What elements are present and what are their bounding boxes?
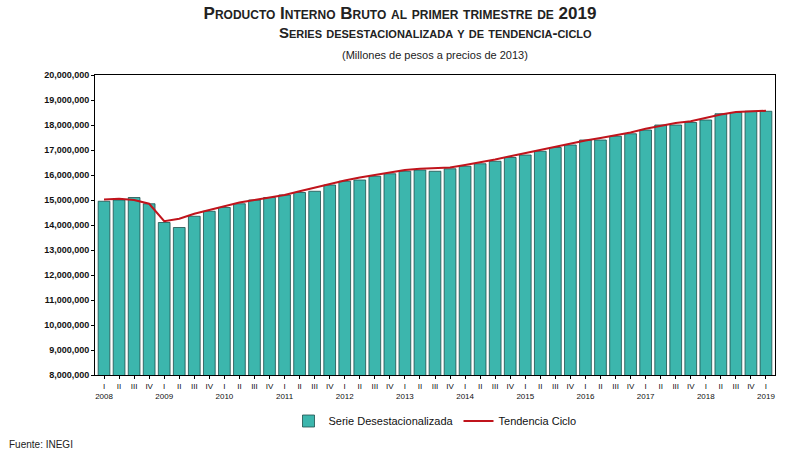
- svg-text:9,000,000: 9,000,000: [49, 345, 89, 355]
- svg-text:IV: IV: [687, 382, 695, 401]
- svg-text:Serie Desestacionalizada: Serie Desestacionalizada: [329, 415, 454, 427]
- svg-text:19,000,000: 19,000,000: [44, 95, 89, 105]
- svg-text:I2008: I2008: [95, 382, 113, 401]
- svg-text:Series desestacionalizada y de: Series desestacionalizada y de tendencia…: [279, 24, 592, 41]
- svg-text:11,000,000: 11,000,000: [45, 295, 90, 305]
- svg-text:I2016: I2016: [577, 382, 595, 401]
- svg-text:I2012: I2012: [336, 382, 354, 401]
- svg-text:I2011: I2011: [276, 382, 294, 401]
- svg-text:I2019: I2019: [757, 382, 775, 401]
- svg-text:14,000,000: 14,000,000: [44, 220, 89, 230]
- svg-text:III: III: [672, 382, 679, 401]
- svg-text:(Millones de pesos a precios d: (Millones de pesos a precios de 2013): [342, 49, 528, 61]
- svg-text:IV: IV: [506, 382, 514, 401]
- svg-text:III: III: [733, 382, 740, 401]
- svg-text:III: III: [311, 382, 318, 401]
- svg-text:II: II: [598, 382, 602, 401]
- svg-text:I2017: I2017: [637, 382, 655, 401]
- svg-text:II: II: [358, 382, 362, 401]
- svg-text:IV: IV: [206, 382, 214, 401]
- svg-text:8,000,000: 8,000,000: [49, 370, 89, 380]
- svg-text:IV: IV: [446, 382, 454, 401]
- svg-text:II: II: [719, 382, 723, 401]
- svg-text:II: II: [177, 382, 181, 401]
- svg-text:III: III: [371, 382, 378, 401]
- svg-text:II: II: [538, 382, 542, 401]
- svg-text:Tendencia Ciclo: Tendencia Ciclo: [499, 415, 577, 427]
- svg-text:IV: IV: [326, 382, 334, 401]
- svg-text:III: III: [432, 382, 439, 401]
- svg-text:I2009: I2009: [155, 382, 173, 401]
- svg-text:13,000,000: 13,000,000: [44, 245, 89, 255]
- svg-text:III: III: [492, 382, 499, 401]
- svg-text:III: III: [552, 382, 559, 401]
- svg-text:II: II: [237, 382, 241, 401]
- svg-text:IV: IV: [627, 382, 635, 401]
- svg-text:IV: IV: [747, 382, 755, 401]
- svg-text:I2013: I2013: [396, 382, 414, 401]
- svg-text:II: II: [297, 382, 301, 401]
- svg-text:I2014: I2014: [456, 382, 474, 401]
- svg-text:10,000,000: 10,000,000: [44, 320, 89, 330]
- svg-text:Fuente: INEGI: Fuente: INEGI: [9, 439, 73, 450]
- svg-text:18,000,000: 18,000,000: [44, 120, 89, 130]
- svg-text:I2015: I2015: [516, 382, 534, 401]
- svg-text:II: II: [478, 382, 482, 401]
- svg-text:III: III: [612, 382, 619, 401]
- svg-text:II: II: [418, 382, 422, 401]
- svg-text:I2010: I2010: [215, 382, 233, 401]
- svg-text:I2018: I2018: [697, 382, 715, 401]
- svg-text:20,000,000: 20,000,000: [44, 70, 89, 80]
- svg-text:III: III: [191, 382, 198, 401]
- svg-text:17,000,000: 17,000,000: [44, 145, 89, 155]
- svg-text:IV: IV: [266, 382, 274, 401]
- svg-text:12,000,000: 12,000,000: [44, 270, 89, 280]
- svg-text:IV: IV: [567, 382, 575, 401]
- svg-text:15,000,000: 15,000,000: [44, 195, 89, 205]
- svg-text:III: III: [131, 382, 138, 401]
- svg-text:II: II: [658, 382, 662, 401]
- svg-text:III: III: [251, 382, 258, 401]
- svg-text:16,000,000: 16,000,000: [44, 170, 89, 180]
- svg-text:Producto Interno Bruto al prim: Producto Interno Bruto al primer trimest…: [204, 4, 597, 23]
- svg-text:IV: IV: [386, 382, 394, 401]
- svg-text:II: II: [117, 382, 121, 401]
- svg-text:IV: IV: [145, 382, 153, 401]
